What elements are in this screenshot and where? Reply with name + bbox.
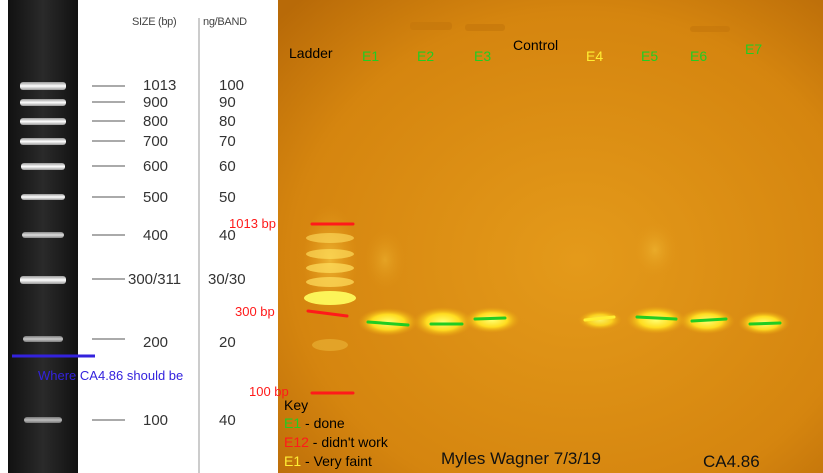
- ladder-band: [20, 138, 66, 145]
- ladder-band: [21, 194, 65, 200]
- ref-mass: 70: [219, 133, 236, 150]
- ladder-band: [21, 163, 65, 170]
- ref-size: 200: [143, 334, 169, 351]
- ref-size: 600: [143, 158, 169, 175]
- author-date: Myles Wagner 7/3/19: [441, 449, 601, 468]
- key-title: Key: [284, 397, 309, 413]
- key-code: E12: [284, 434, 309, 450]
- band-e2: [413, 307, 473, 337]
- ref-mass: 60: [219, 158, 236, 175]
- key-entry-faint: E1 - Very faint: [284, 454, 372, 468]
- gel-smear: [365, 230, 405, 290]
- e3-mark: [473, 316, 507, 321]
- e4-mark: [583, 315, 616, 322]
- key-entry-done: E1 - done: [284, 416, 345, 430]
- ref-size: 100: [143, 412, 169, 429]
- e1-mark: [366, 320, 410, 327]
- ref-size: 400: [143, 227, 169, 244]
- key-code: E1: [284, 453, 302, 469]
- ref-mass: 30/30: [208, 271, 246, 288]
- lane-label-e4: E4: [586, 48, 604, 64]
- marker-300-line: [306, 309, 349, 318]
- band-annotations: [366, 315, 782, 327]
- lane-label-e6: E6: [690, 48, 708, 64]
- marker-1013-label: 1013 bp: [229, 216, 276, 231]
- marker-300-label: 300 bp: [235, 304, 275, 319]
- e7-mark: [748, 321, 782, 326]
- ref-mass: 100: [219, 77, 245, 94]
- ladder-band: [20, 118, 66, 125]
- band-e5: [626, 306, 686, 334]
- ladder-band: [23, 336, 63, 342]
- lane-label-e3: E3: [474, 48, 492, 64]
- ladder-band: [20, 276, 66, 284]
- lane-label-e7: E7: [745, 41, 763, 57]
- sample-id: CA4.86: [703, 452, 760, 471]
- gel-wells: [410, 22, 730, 32]
- lane-label-e2: E2: [417, 48, 435, 64]
- ref-mass: 40: [219, 412, 236, 429]
- ref-size: 700: [143, 133, 169, 150]
- reference-ladder-bands: [20, 82, 66, 423]
- reference-pointers: [92, 85, 125, 421]
- mass-header: ng/BAND: [203, 16, 247, 28]
- ref-mass: 20: [219, 334, 236, 351]
- ladder-band: [22, 232, 64, 238]
- marker-100-label: 100 bp: [249, 384, 289, 399]
- e5-mark: [635, 315, 678, 321]
- ref-size: 300/311: [128, 271, 182, 288]
- ladder-band: [20, 99, 66, 106]
- gel-photo: [278, 0, 823, 473]
- target-note: Where CA4.86 should be: [38, 368, 184, 383]
- e6-mark: [690, 317, 728, 323]
- lane-label-control: Control: [513, 37, 559, 53]
- ladder-band: [24, 417, 62, 423]
- ref-mass: 80: [219, 113, 236, 130]
- gel-sample-bands: [358, 306, 790, 337]
- lane-label-e1: E1: [362, 48, 380, 64]
- lane-label-e5: E5: [641, 48, 659, 64]
- gel-ladder-lane: [302, 205, 358, 351]
- key-entry-failed: E12 - didn't work: [284, 435, 388, 449]
- band-e4: [578, 310, 622, 330]
- key-text: - Very faint: [301, 453, 372, 469]
- band-e3: [464, 307, 520, 333]
- key-text: - didn't work: [308, 434, 388, 450]
- ladder-band: [20, 82, 66, 90]
- ref-size: 800: [143, 113, 169, 130]
- ref-size: 500: [143, 189, 169, 206]
- size-header: SIZE (bp): [132, 16, 177, 28]
- lane-label-ladder: Ladder: [289, 45, 333, 61]
- ref-mass: 90: [219, 94, 236, 111]
- ref-size: 1013: [143, 77, 177, 94]
- ref-mass: 40: [219, 227, 236, 244]
- gel-smear: [633, 222, 677, 278]
- size-marker-lines: [306, 222, 355, 395]
- ref-size: 900: [143, 94, 169, 111]
- ref-mass: 50: [219, 189, 236, 206]
- key-code: E1: [284, 415, 302, 431]
- key-text: - done: [301, 415, 345, 431]
